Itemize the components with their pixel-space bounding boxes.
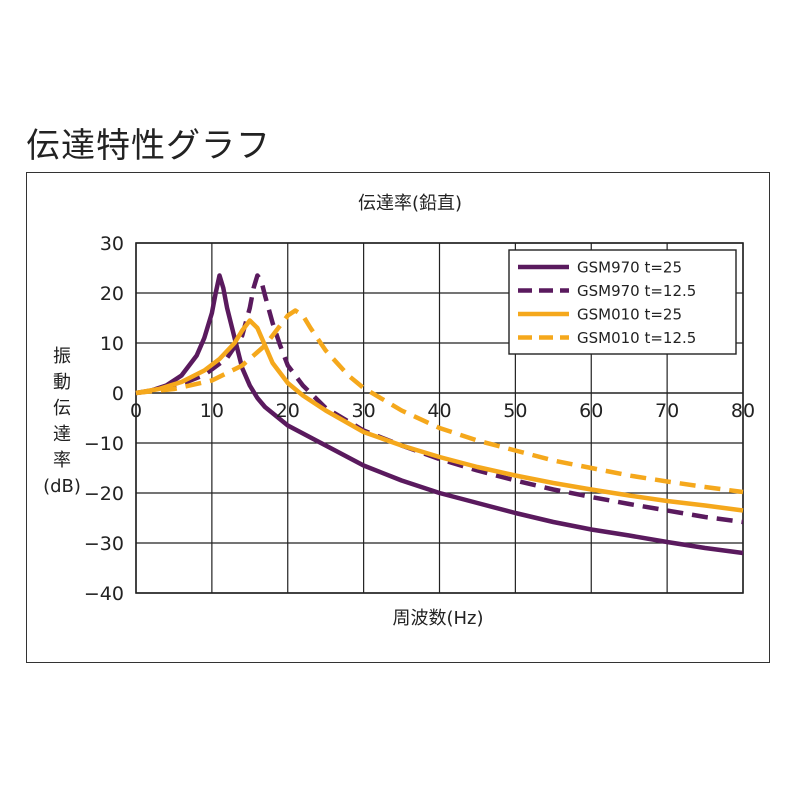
y-tick-label: −40 [84,583,124,605]
series-curves [135,273,744,556]
legend: GSM970 t=25 GSM970 t=12.5 GSM010 t=25 GSM01… [508,249,737,355]
y-tick-label: 10 [100,333,124,355]
y-tick-label: −10 [84,433,124,455]
y-tick-label: −20 [84,483,124,505]
y-tick-label: −30 [84,533,124,555]
x-tick-label: 0 [130,400,142,422]
x-tick-label: 30 [352,400,376,422]
y-label-char: 達 [53,424,71,445]
legend-label: GSM010 t=25 [577,306,682,324]
page-heading: 伝達特性グラフ [26,126,271,166]
series-line-2 [135,273,744,525]
x-tick-label: 10 [200,400,224,422]
legend-label: GSM970 t=12.5 [577,282,696,300]
x-tick-label: 60 [579,400,603,422]
x-tick-labels: 0 10 20 30 40 50 60 70 80 [130,400,755,422]
y-label-char: 振 [53,346,71,367]
y-label-char: 動 [53,372,71,393]
x-tick-label: 70 [655,400,679,422]
series-line-4 [135,308,744,495]
series-line-1 [135,273,744,556]
x-tick-label: 80 [731,400,755,422]
chart-frame [26,172,770,663]
y-tick-label: 20 [100,283,124,305]
y-tick-label: 0 [112,383,124,405]
y-tick-label: 30 [100,233,124,255]
y-label-char: 率 [53,450,71,471]
legend-label: GSM970 t=25 [577,259,682,277]
y-tick-labels: 30 20 10 0 −10 −20 −30 −40 [84,233,124,605]
x-axis-label: 周波数(Hz) [392,608,483,629]
y-label-char: (dB) [43,476,81,497]
x-tick-label: 20 [276,400,300,422]
chart-title: 伝達率(鉛直) [358,193,462,214]
x-tick-label: 40 [427,400,451,422]
series-line-3 [135,318,744,513]
legend-label: GSM010 t=12.5 [577,329,696,347]
x-tick-label: 50 [503,400,527,422]
y-label-char: 伝 [53,398,71,419]
